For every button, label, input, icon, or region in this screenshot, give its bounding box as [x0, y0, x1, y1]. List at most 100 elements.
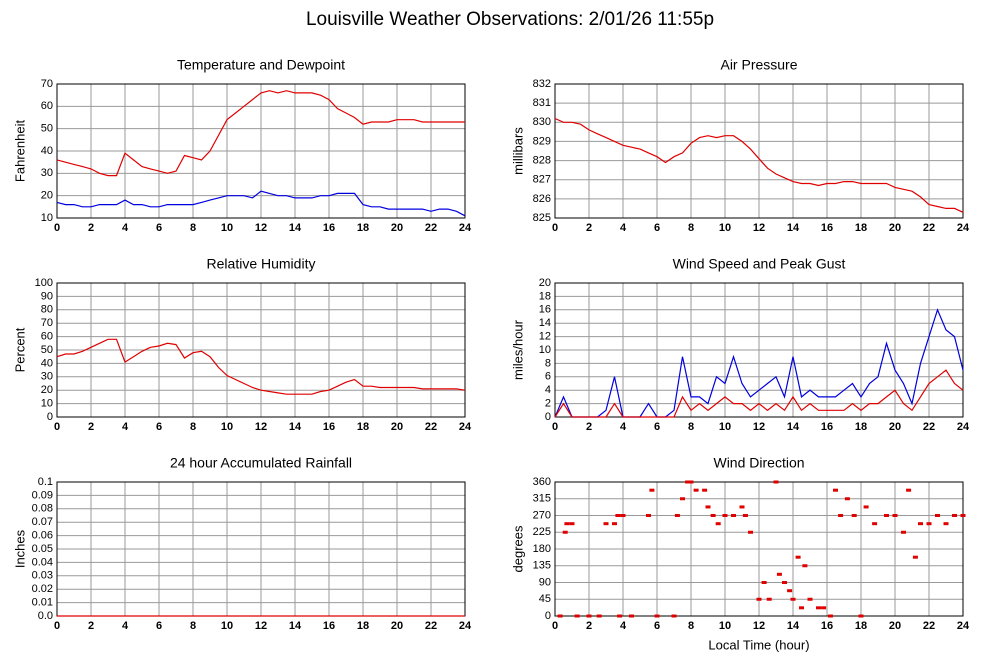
chart-title: Relative Humidity — [207, 256, 316, 272]
y-tick-label: 4 — [545, 384, 551, 396]
y-tick-label: 20 — [41, 190, 53, 202]
y-tick-label: 90 — [539, 576, 551, 588]
data-point — [807, 597, 813, 601]
x-axis-label: Local Time (hour) — [708, 637, 809, 652]
y-tick-label: 10 — [41, 398, 53, 410]
y-tick-label: 0.04 — [32, 556, 53, 568]
x-tick-label: 2 — [88, 620, 94, 632]
y-tick-label: 60 — [41, 331, 53, 343]
page-title: Louisville Weather Observations: 2/01/26… — [306, 9, 714, 30]
x-tick-label: 22 — [923, 222, 935, 234]
y-tick-label: 832 — [533, 78, 551, 90]
data-line — [56, 338, 466, 395]
x-tick-label: 8 — [688, 222, 694, 234]
y-tick-label: 0.01 — [32, 597, 53, 609]
x-tick-label: 14 — [787, 222, 800, 234]
y-tick-label: 20 — [539, 277, 551, 289]
data-point — [731, 514, 736, 517]
x-tick-label: 24 — [459, 421, 472, 433]
x-tick-label: 12 — [753, 222, 765, 234]
data-point — [612, 522, 617, 526]
data-point — [795, 555, 801, 559]
x-tick-label: 20 — [391, 222, 403, 234]
data-point — [748, 530, 753, 534]
x-tick-label: 18 — [855, 222, 867, 234]
y-tick-label: 270 — [533, 509, 551, 521]
x-tick-label: 6 — [654, 421, 660, 433]
data-point — [557, 614, 563, 618]
data-point — [742, 514, 748, 517]
x-tick-label: 8 — [688, 421, 694, 433]
data-point — [654, 614, 660, 618]
data-point — [685, 480, 691, 484]
x-tick-label: 12 — [255, 421, 267, 433]
x-tick-label: 8 — [190, 222, 196, 234]
y-axis-label: Inches — [12, 529, 27, 568]
data-point — [761, 581, 767, 584]
x-tick-label: 20 — [889, 620, 901, 632]
y-tick-label: 180 — [533, 543, 551, 555]
y-tick-label: 40 — [41, 357, 53, 369]
data-point — [693, 488, 699, 492]
x-tick-label: 18 — [357, 222, 369, 234]
data-point — [816, 606, 821, 610]
x-tick-label: 22 — [425, 222, 437, 234]
y-tick-label: 10 — [539, 344, 551, 356]
data-point — [564, 522, 570, 526]
x-tick-label: 12 — [753, 421, 765, 433]
data-point — [872, 522, 878, 526]
chart-title: Temperature and Dewpoint — [177, 57, 345, 73]
data-point — [773, 480, 779, 484]
x-tick-label: 18 — [357, 421, 369, 433]
y-tick-label: 0.07 — [32, 516, 53, 528]
y-axis-label: miles/hour — [510, 319, 525, 380]
x-tick-label: 14 — [289, 421, 302, 433]
x-tick-label: 20 — [391, 620, 403, 632]
x-tick-label: 10 — [221, 421, 233, 433]
y-tick-label: 70 — [41, 78, 53, 90]
data-point — [787, 589, 793, 593]
x-tick-label: 0 — [552, 620, 558, 632]
y-tick-label: 20 — [41, 384, 53, 396]
x-tick-label: 24 — [957, 222, 970, 234]
x-tick-label: 6 — [156, 620, 162, 632]
y-tick-label: 828 — [533, 154, 551, 166]
x-tick-label: 0 — [54, 222, 60, 234]
x-tick-label: 12 — [255, 222, 267, 234]
y-tick-label: 70 — [41, 317, 53, 329]
data-point — [926, 522, 932, 526]
data-point — [671, 614, 677, 618]
y-tick-label: 0 — [545, 610, 551, 622]
x-tick-label: 22 — [425, 620, 437, 632]
x-tick-label: 8 — [190, 620, 196, 632]
data-point — [617, 614, 623, 618]
y-tick-label: 360 — [533, 476, 551, 488]
x-tick-label: 12 — [753, 620, 765, 632]
x-tick-label: 24 — [459, 222, 472, 234]
x-tick-label: 2 — [88, 222, 94, 234]
y-axis-label: Percent — [12, 327, 27, 372]
data-point — [702, 488, 708, 492]
x-tick-label: 22 — [923, 421, 935, 433]
data-point — [858, 614, 864, 618]
data-point — [935, 514, 940, 517]
x-tick-label: 16 — [323, 620, 335, 632]
x-tick-label: 14 — [787, 620, 800, 632]
x-tick-label: 4 — [620, 620, 627, 632]
y-tick-label: 0.06 — [32, 530, 53, 542]
data-point — [906, 488, 912, 492]
data-point — [892, 514, 898, 517]
y-tick-label: 6 — [545, 371, 551, 383]
x-tick-label: 24 — [957, 620, 970, 632]
data-point — [674, 514, 680, 517]
x-tick-label: 0 — [552, 421, 558, 433]
x-tick-label: 16 — [323, 222, 335, 234]
data-point — [851, 514, 857, 517]
y-tick-label: 0 — [545, 411, 551, 423]
data-point — [603, 522, 609, 526]
y-tick-label: 829 — [533, 135, 551, 147]
data-line — [554, 369, 964, 418]
x-tick-label: 4 — [620, 222, 627, 234]
x-tick-label: 6 — [156, 421, 162, 433]
data-line — [56, 90, 465, 177]
